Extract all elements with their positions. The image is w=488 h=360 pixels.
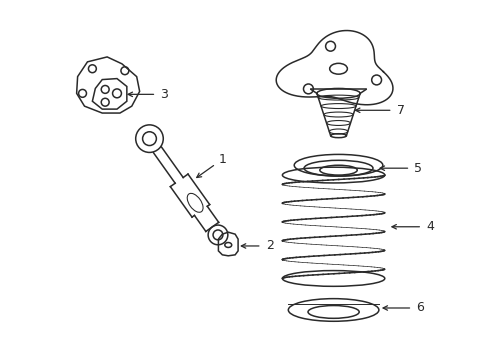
Text: 5: 5 (413, 162, 422, 175)
Text: 6: 6 (415, 301, 423, 315)
Text: 7: 7 (396, 104, 404, 117)
Text: 3: 3 (160, 88, 168, 101)
Text: 4: 4 (425, 220, 433, 233)
Text: 1: 1 (218, 153, 226, 166)
Text: 2: 2 (265, 239, 273, 252)
